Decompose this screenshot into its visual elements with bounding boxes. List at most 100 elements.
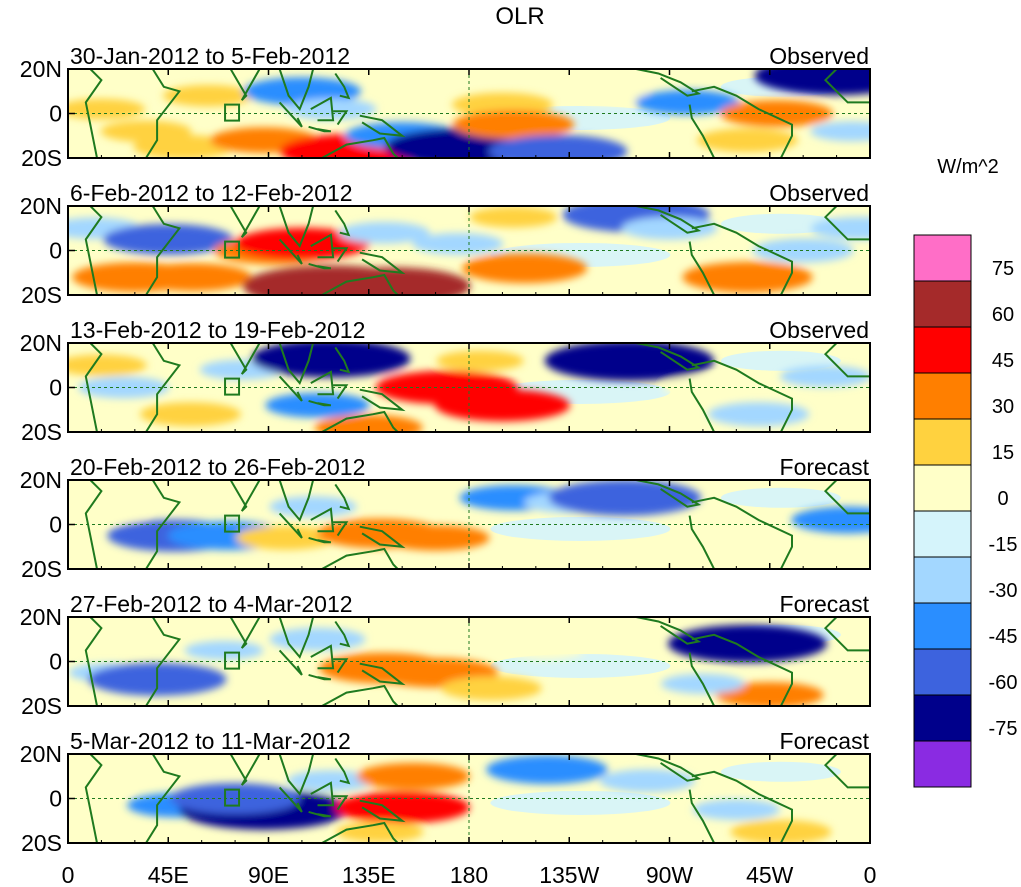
- coastline: [635, 480, 702, 508]
- background-band: [490, 790, 671, 815]
- coastlines: [84, 480, 870, 569]
- anomaly-blob: [576, 86, 651, 105]
- coastlines: [84, 69, 870, 158]
- anomaly-field: [68, 617, 870, 706]
- panel-period: 27-Feb-2012 to 4-Mar-2012: [70, 591, 353, 617]
- background-band: [720, 761, 841, 782]
- coastline: [321, 410, 399, 432]
- colorbar-label: -60: [989, 672, 1018, 694]
- coastline: [334, 483, 351, 511]
- panel-kind: Forecast: [780, 728, 870, 754]
- y-tick-label: 20S: [21, 282, 62, 308]
- anomaly-blob: [184, 641, 264, 660]
- panel-5: 20N 0 20S 27-Feb-2012 to 4-Mar-2012 Forecast: [20, 591, 871, 719]
- coastline: [84, 206, 182, 295]
- anomaly-blob: [791, 506, 870, 534]
- background-band: [720, 487, 841, 508]
- coastline: [321, 273, 399, 295]
- x-tick-label: 135W: [539, 862, 599, 887]
- region-box: [224, 103, 241, 122]
- x-tick-label: 0: [864, 862, 877, 887]
- coastlines: [84, 617, 870, 706]
- coastline: [635, 754, 702, 782]
- coastline: [334, 209, 351, 237]
- anomaly-blob: [285, 98, 377, 120]
- anomaly-blob: [440, 676, 542, 701]
- coastline: [635, 617, 702, 645]
- colorbar: W/m^2 75 60 45 30 15 0 -15 -30 -45 -60 -75: [913, 156, 1018, 788]
- coastline: [333, 658, 349, 674]
- anomaly-blob: [338, 221, 430, 244]
- y-tick-label: 20N: [20, 741, 62, 767]
- y-tick-label: 0: [49, 649, 62, 675]
- anomaly-blob: [77, 505, 148, 522]
- coastline: [278, 238, 303, 265]
- anomaly-blob: [708, 402, 810, 427]
- coastline: [823, 754, 870, 789]
- anomaly-blob: [251, 343, 411, 378]
- anomaly-blob: [754, 69, 870, 96]
- coastline: [308, 125, 332, 133]
- anomaly-blob: [486, 755, 608, 784]
- y-tick-label: 20N: [20, 467, 62, 493]
- colorbar-swatch: [913, 234, 972, 282]
- coastline: [635, 343, 702, 371]
- coastline: [84, 343, 182, 432]
- coastline: [359, 525, 406, 549]
- anomaly-blob: [810, 216, 870, 240]
- region-box: [224, 240, 241, 259]
- colorbar-label: 60: [992, 304, 1014, 326]
- y-tick-label: 20N: [20, 56, 62, 82]
- colorbar-label: 0: [997, 488, 1008, 510]
- x-axis: 0 45E 90E 135E 180 135W 90W 45W 0: [62, 862, 877, 887]
- y-tick-label: 20S: [21, 145, 62, 171]
- anomaly-field: [68, 69, 870, 158]
- coastline: [359, 388, 406, 412]
- coastline: [308, 810, 332, 818]
- anomaly-blob: [133, 134, 235, 158]
- coastline: [321, 136, 399, 158]
- region-box: [224, 788, 241, 807]
- colorbar-label: -45: [989, 626, 1018, 648]
- coastline: [688, 496, 793, 569]
- coastline: [333, 521, 349, 537]
- anomaly-field: [68, 343, 870, 432]
- anomaly-blob: [462, 253, 588, 284]
- x-tick-label: 45E: [148, 862, 189, 887]
- anomaly-blob: [621, 216, 718, 240]
- anomaly-blob: [667, 624, 828, 663]
- coastline: [333, 384, 349, 400]
- anomaly-blob: [730, 819, 832, 843]
- x-tick-label: 90W: [646, 862, 694, 887]
- coastline: [84, 480, 182, 569]
- colorbar-label: -75: [989, 718, 1018, 740]
- anomaly-blob: [68, 779, 130, 796]
- background-band: [490, 653, 671, 678]
- y-tick-label: 0: [49, 786, 62, 812]
- anomaly-blob: [692, 799, 781, 820]
- coastline: [334, 72, 351, 100]
- panel-kind: Forecast: [780, 454, 870, 480]
- anomaly-blob: [752, 238, 854, 263]
- panel-4: 20N 0 20S 20-Feb-2012 to 26-Feb-2012 Forecas…: [20, 454, 871, 582]
- coastline: [278, 480, 315, 522]
- anomaly-blob: [436, 350, 524, 372]
- anomaly-blob: [599, 769, 696, 793]
- coastline: [229, 69, 261, 101]
- coastline: [310, 233, 335, 259]
- coastline: [823, 206, 870, 241]
- coastline: [308, 536, 332, 544]
- y-tick-label: 20S: [21, 419, 62, 445]
- y-tick-label: 20S: [21, 556, 62, 582]
- anomaly-blob: [696, 537, 776, 557]
- anomaly-blob: [287, 770, 375, 792]
- x-tick-label: 180: [450, 862, 488, 887]
- anomaly-blob: [235, 525, 337, 550]
- anomaly-blob: [451, 92, 553, 117]
- x-tick-label: 0: [62, 862, 75, 887]
- coastline: [823, 69, 870, 104]
- coastline: [308, 399, 332, 407]
- colorbar-swatch: [913, 326, 972, 374]
- coastline: [229, 206, 261, 238]
